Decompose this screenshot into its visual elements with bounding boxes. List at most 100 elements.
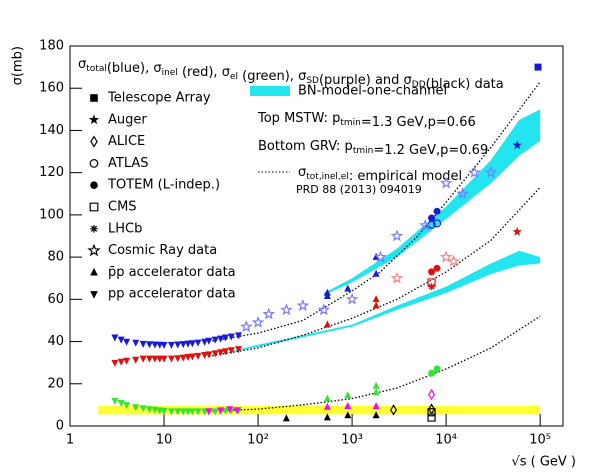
- data-point: [240, 320, 253, 333]
- data-point: [111, 397, 119, 405]
- legend-label: ALICE: [108, 134, 145, 149]
- x-tick-label: 1: [66, 433, 74, 448]
- data-point: [372, 411, 380, 419]
- data-point: [433, 264, 441, 272]
- text-run: =1.2 GeV,p=0.69: [373, 143, 488, 158]
- data-point: [374, 250, 387, 263]
- data-point: [174, 341, 182, 349]
- data-point: [184, 353, 192, 361]
- data-point: [456, 187, 469, 200]
- data-point: [427, 278, 436, 287]
- chart-title: σtotal(blue), σinel (red), σel (green), …: [78, 57, 504, 92]
- data-point: [427, 408, 436, 417]
- legend-marker: [89, 202, 99, 212]
- data-point: [139, 355, 147, 363]
- subscript: DD: [412, 80, 426, 90]
- y-tick-label: 40: [47, 334, 64, 349]
- data-point: [221, 407, 229, 415]
- data-point: [428, 369, 436, 377]
- data-point: [184, 340, 192, 348]
- data-point: [235, 332, 243, 340]
- legend-marker: [90, 181, 98, 189]
- x-tick-label: 10²: [247, 433, 269, 448]
- data-point: [117, 358, 125, 366]
- data-point: [145, 355, 153, 363]
- legend-label: TOTEM (L-indep.): [107, 178, 220, 193]
- text-run: (red), σ: [178, 65, 230, 80]
- data-point: [372, 388, 380, 396]
- data-point: [262, 307, 276, 320]
- data-point: [344, 284, 352, 292]
- subscript: el: [230, 72, 238, 82]
- data-point: [188, 408, 196, 416]
- text-run: (green), σ: [238, 69, 306, 84]
- data-point: [468, 166, 481, 179]
- data-point: [280, 303, 293, 316]
- data-point: [205, 337, 213, 345]
- legend-label: CMS: [108, 200, 137, 215]
- band-key: [250, 86, 290, 96]
- text-run: (black) data: [426, 77, 504, 92]
- text-run: (blue), σ: [107, 61, 162, 76]
- x-axis-label: √s ( GeV ): [511, 455, 576, 470]
- data-point: [447, 254, 460, 267]
- data-point: [428, 388, 436, 401]
- data-point: [432, 219, 442, 228]
- data-point: [167, 355, 175, 363]
- data-point: [344, 391, 352, 399]
- y-tick-label: 160: [39, 81, 64, 96]
- data-point: [179, 354, 187, 362]
- data-point: [205, 351, 213, 359]
- text-run: Bottom GRV: p: [258, 139, 353, 154]
- data-point: [372, 295, 380, 303]
- data-point: [251, 315, 265, 328]
- text-run: σ: [78, 57, 86, 72]
- data-point: [194, 352, 202, 360]
- reference: PRD 88 (2013) 094019: [296, 183, 422, 196]
- legend-marker: [90, 94, 98, 102]
- data-point: [217, 335, 225, 343]
- legend-label: ATLAS: [108, 156, 149, 171]
- data-point: [372, 301, 380, 309]
- annotation: Bottom GRV: ptmin=1.2 GeV,p=0.69: [258, 139, 488, 158]
- y-tick-label: 140: [39, 123, 64, 138]
- data-point: [211, 408, 219, 416]
- legend-label: LHCb: [108, 221, 142, 236]
- subscript: tmin: [340, 118, 361, 128]
- data-point: [174, 408, 182, 416]
- data-point: [111, 359, 119, 367]
- data-point: [145, 406, 153, 414]
- data-point: [221, 348, 229, 356]
- legend-label: Auger: [108, 112, 147, 127]
- data-point: [211, 336, 219, 344]
- legend-marker: [90, 135, 98, 148]
- data-point: [132, 356, 140, 364]
- subscript: tmin: [353, 146, 374, 156]
- data-point: [188, 353, 196, 361]
- data-point: [160, 341, 168, 349]
- model-band: [323, 109, 541, 296]
- legend-label: p̄p accelerator data: [108, 265, 236, 280]
- y-tick-label: 20: [47, 376, 64, 391]
- data-point: [323, 413, 331, 421]
- data-point: [174, 355, 182, 363]
- data-point: [227, 333, 235, 341]
- data-point: [344, 401, 352, 409]
- y-axis-label: σ(mb): [11, 46, 26, 85]
- data-point: [427, 413, 436, 422]
- data-point: [512, 140, 522, 150]
- data-point: [317, 303, 331, 316]
- y-tick-label: 0: [56, 419, 64, 434]
- data-point: [167, 341, 175, 349]
- data-point: [323, 320, 331, 328]
- subscript: SD: [306, 76, 319, 86]
- data-point: [372, 381, 380, 389]
- y-tick-label: 100: [39, 207, 64, 222]
- data-point: [160, 355, 168, 363]
- data-point: [132, 339, 140, 347]
- y-tick-label: 60: [47, 292, 64, 307]
- data-point: [512, 226, 522, 236]
- legend-label: Cosmic Ray data: [108, 243, 217, 258]
- data-point: [226, 406, 234, 414]
- data-point: [428, 283, 436, 291]
